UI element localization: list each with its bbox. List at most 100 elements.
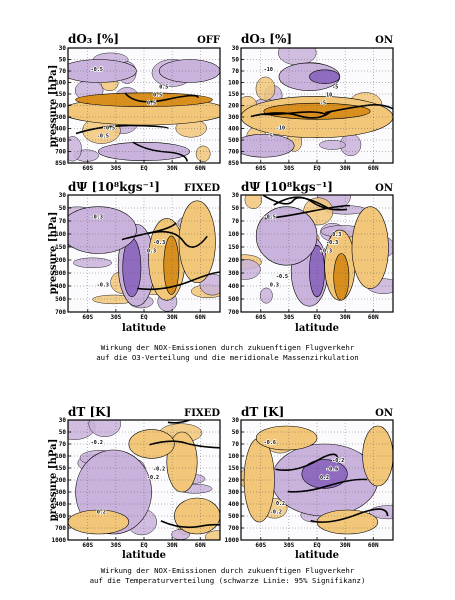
x-tick-label: 30S xyxy=(110,314,121,321)
caption-line: Wirkung der NOX-Emissionen durch zukuenf… xyxy=(100,566,355,575)
y-tick-label: 400 xyxy=(55,126,66,133)
panel-title: dT [K] xyxy=(241,405,284,419)
panel-title: dΨ [10⁸kgs⁻¹] xyxy=(68,180,160,194)
contour-patch xyxy=(88,420,121,437)
contour-field: -0.2 -0.2 0.2 -0.2 xyxy=(68,420,220,540)
x-tick-label: 60N xyxy=(195,165,206,172)
y-tick-label: 30 xyxy=(59,45,67,52)
contour-patch xyxy=(244,195,262,209)
panel-dt-fixed: dT [K] FIXED -0.2 -0.2 0.2 -0.2 60S 30S EQ 30N 6… xyxy=(52,405,221,549)
contour-label: -0.6 xyxy=(264,440,276,446)
x-tick-label: 60S xyxy=(82,165,93,172)
y-tick-label: 50 xyxy=(59,57,67,64)
y-tick-label: 700 xyxy=(228,309,239,316)
contour-field: -0.3 0.3 -0.3 -0.3 xyxy=(68,195,220,312)
contour-patch xyxy=(259,287,273,304)
y-tick-label: 50 xyxy=(59,205,67,212)
x-tick-label: 30S xyxy=(283,542,294,549)
significance-contour xyxy=(262,195,330,210)
significance-contour xyxy=(325,103,393,114)
y-tick-label: 1000 xyxy=(52,537,67,544)
contour-label: -0.3 xyxy=(320,248,332,254)
panel-dpsi-fixed: dΨ [10⁸kgs⁻¹] FIXED -0.3 0.3 -0.3 -0.3 60S 30… xyxy=(55,180,221,321)
x-tick-label: EQ xyxy=(140,314,148,321)
y-tick-label: 70 xyxy=(232,68,240,75)
x-tick-label: 30S xyxy=(283,165,294,172)
y-tick-label: 150 xyxy=(228,91,239,98)
panel-condition: ON xyxy=(375,35,393,46)
panel-do3-on: dO₃ [%] ON -10 -5 5 10 -10 -5 60S 30S EQ 30N 60N 30… xyxy=(228,32,394,172)
x-tick-label: 60S xyxy=(255,314,266,321)
x-tick-label: EQ xyxy=(313,165,321,172)
significance-contour xyxy=(146,230,208,248)
contour-label: -0.2 xyxy=(91,440,103,446)
y-tick-label: 500 xyxy=(228,137,239,144)
x-tick-label: 60S xyxy=(255,542,266,549)
significance-contour xyxy=(273,196,348,211)
panel-title: dO₃ [%] xyxy=(241,32,292,46)
y-tick-label: 500 xyxy=(55,137,66,144)
significance-contour xyxy=(275,453,339,472)
y-tick-label: 400 xyxy=(55,283,66,290)
significance-contour xyxy=(132,141,188,162)
y-tick-label: 150 xyxy=(228,465,239,472)
significance-contour xyxy=(259,111,328,116)
x-tick-label: 30S xyxy=(110,542,121,549)
contour-label: 0.5 xyxy=(147,100,156,106)
y-tick-label: 700 xyxy=(228,149,239,156)
significance-contour xyxy=(167,420,192,424)
y-tick-label: 100 xyxy=(55,453,66,460)
y-tick-label: 400 xyxy=(228,283,239,290)
x-tick-label: 60S xyxy=(255,165,266,172)
y-tick-label: 700 xyxy=(228,525,239,532)
y-tick-label: 300 xyxy=(228,489,239,496)
y-tick-label: 30 xyxy=(59,192,67,199)
contour-label: -0.2 xyxy=(270,510,282,516)
contour-label: -0.5 xyxy=(103,126,115,132)
y-tick-label: 200 xyxy=(55,477,66,484)
contour-label: 0.2 xyxy=(97,510,106,516)
x-tick-label: 30N xyxy=(340,314,351,321)
x-tick-label: 60N xyxy=(195,542,206,549)
caption-line: auf die Temperaturverteilung (schwarze L… xyxy=(89,576,366,585)
contour-label: 0.3 xyxy=(147,248,156,254)
contour-field: -0.5 -0.3 0.3 -0.3 -0.5 0.3 xyxy=(241,195,393,312)
contour-label: -10 xyxy=(264,67,273,73)
y-tick-label: 500 xyxy=(55,513,66,520)
contour-patch xyxy=(205,530,220,540)
contour-label: -0.3 xyxy=(91,214,103,220)
contour-label: 0.5 xyxy=(153,92,162,98)
y-tick-label: 100 xyxy=(228,453,239,460)
y-tick-label: 850 xyxy=(228,160,239,167)
y-tick-label: 100 xyxy=(55,80,66,87)
contour-region xyxy=(68,206,137,254)
x-tick-label: 60N xyxy=(368,165,379,172)
y-tick-label: 30 xyxy=(232,417,240,424)
significance-contour xyxy=(149,440,220,449)
contour-label: -0.2 xyxy=(332,458,344,464)
y-tick-label: 500 xyxy=(55,296,66,303)
contour-label: 0.2 xyxy=(276,501,285,507)
y-tick-label: 500 xyxy=(228,513,239,520)
contour-label: -0.5 xyxy=(276,274,288,280)
y-tick-label: 150 xyxy=(228,244,239,251)
y-axis-label: pressure [hPa] xyxy=(48,65,59,148)
y-tick-label: 200 xyxy=(228,477,239,484)
x-axis-label: latitude xyxy=(295,323,339,334)
contour-label: 0.5 xyxy=(159,84,168,90)
contour-label: -0.3 xyxy=(153,240,165,246)
panel-title: dT [K] xyxy=(68,405,111,419)
panel-condition: OFF xyxy=(197,35,220,46)
x-tick-label: EQ xyxy=(140,165,148,172)
y-tick-label: 200 xyxy=(228,257,239,264)
contour-field: -0.6 0.2 -0.2 -0.6 0.2 -0.2 xyxy=(241,420,393,540)
y-tick-label: 300 xyxy=(228,114,239,121)
y-tick-label: 30 xyxy=(232,45,240,52)
x-tick-label: 60N xyxy=(195,314,206,321)
y-tick-label: 100 xyxy=(228,231,239,238)
contour-label: 0.3 xyxy=(332,232,341,238)
y-tick-label: 850 xyxy=(55,160,66,167)
contour-region xyxy=(163,235,180,295)
x-tick-label: 30S xyxy=(110,165,121,172)
x-tick-label: EQ xyxy=(313,314,321,321)
